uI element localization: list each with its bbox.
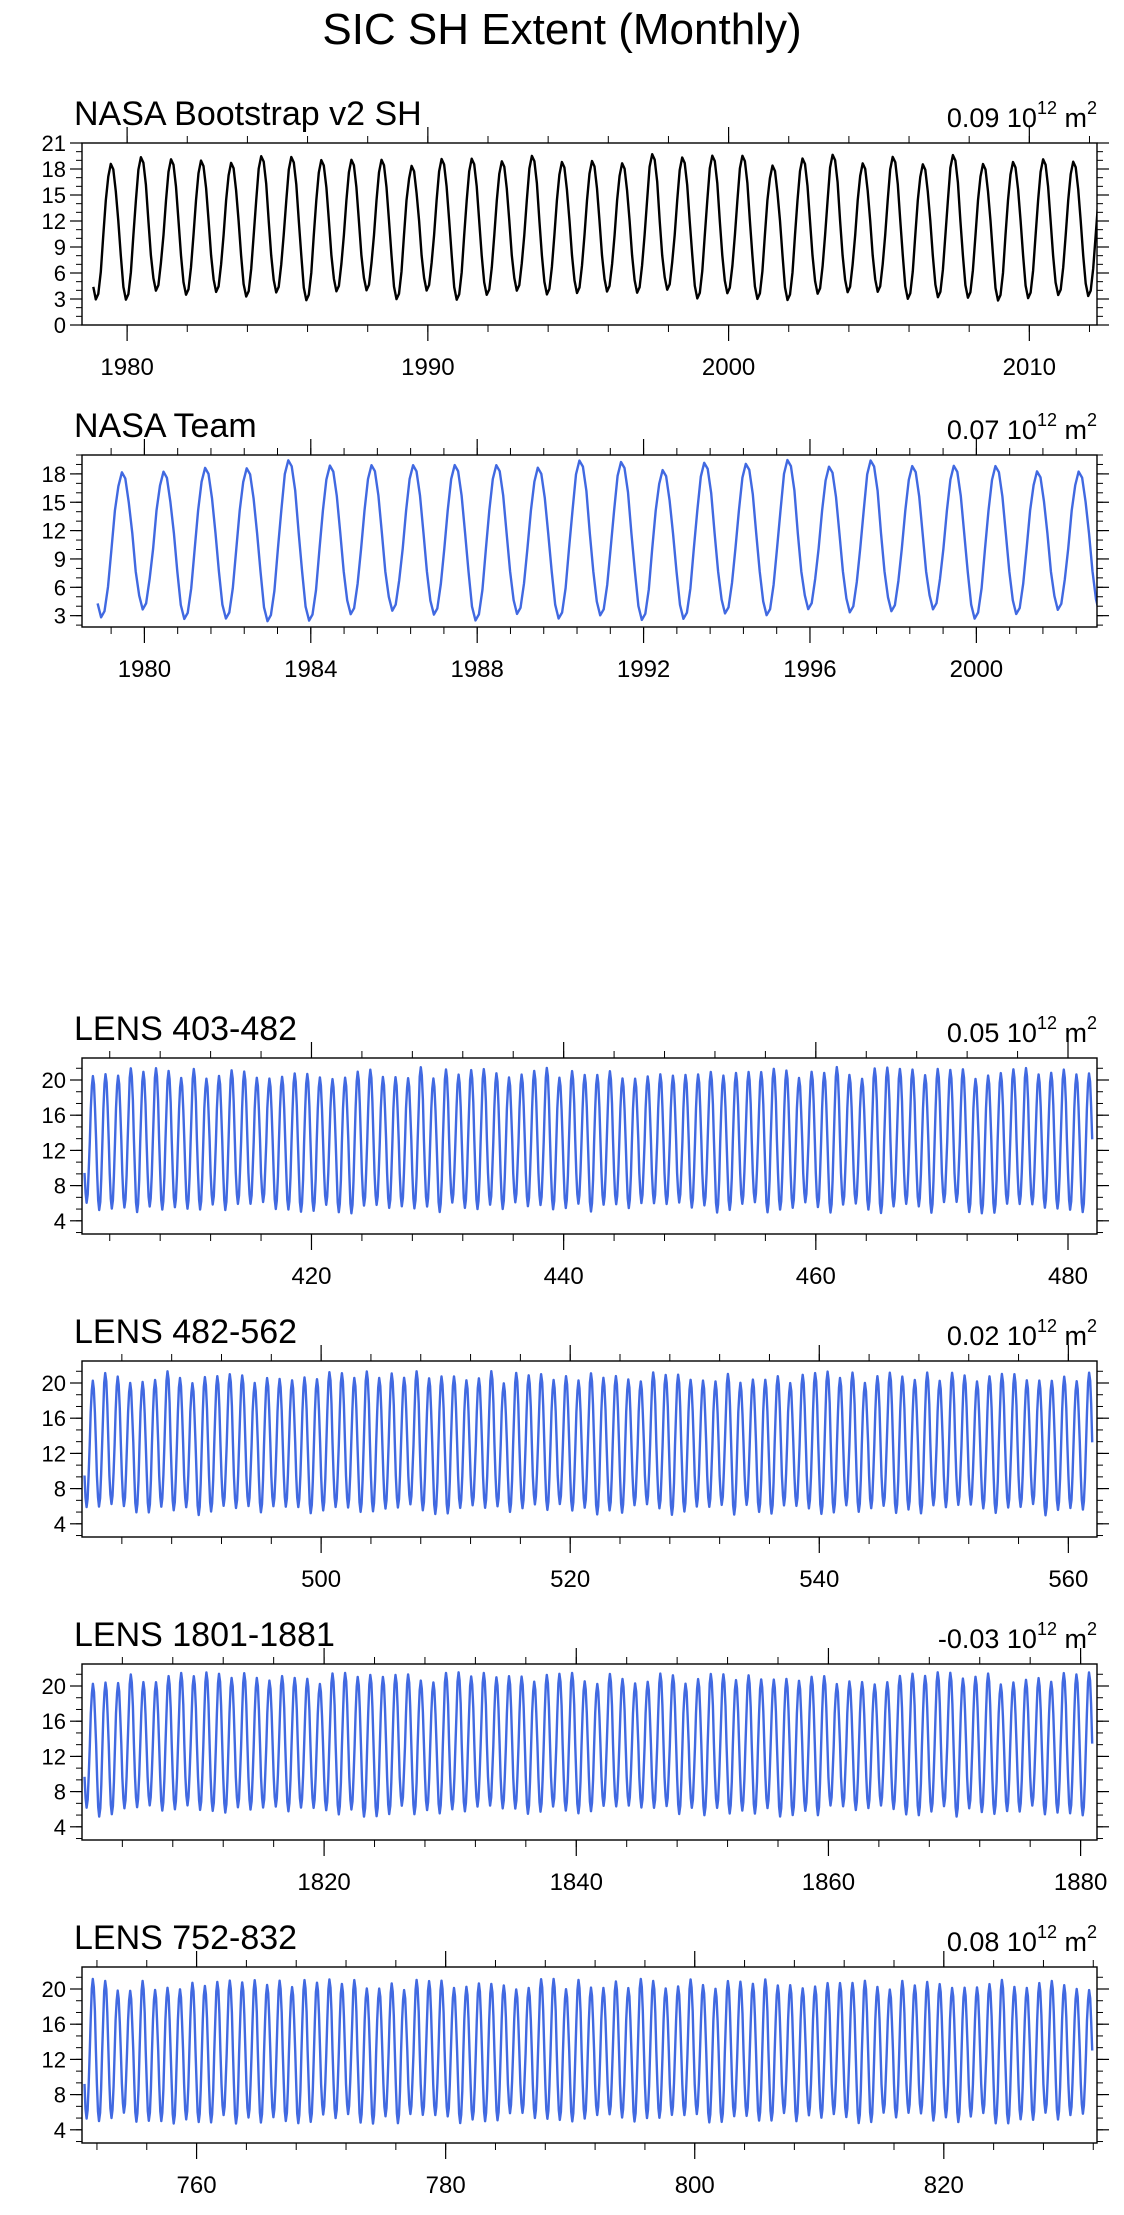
panel-title: NASA Team: [74, 407, 257, 445]
x-tick-label: 540: [799, 1566, 839, 1593]
y-tick-label: 12: [42, 1138, 66, 1163]
y-tick-label: 9: [54, 235, 66, 260]
x-tick-label: 1840: [550, 1869, 603, 1896]
x-tick-label: 760: [177, 2172, 217, 2199]
y-tick-label: 8: [54, 1477, 66, 1502]
x-tick-label: 1980: [100, 354, 153, 381]
panel-title: LENS 403-482: [74, 1010, 297, 1048]
series-line: [83, 1671, 1094, 1818]
y-tick-label: 21: [42, 131, 66, 156]
y-tick-label: 4: [54, 2118, 66, 2143]
y-tick-label: 15: [42, 183, 66, 208]
y-tick-label: 6: [54, 261, 66, 286]
y-tick-label: 20: [42, 1068, 66, 1093]
series-line: [83, 1369, 1094, 1517]
plot-frame: [81, 1663, 1098, 1841]
y-tick-label: 16: [42, 2012, 66, 2037]
y-tick-label: 18: [42, 157, 66, 182]
trend-label: 0.02 1012 m2: [947, 1316, 1097, 1351]
y-tick-label: 12: [42, 2047, 66, 2072]
y-tick-label: 20: [42, 1371, 66, 1396]
plot-frame: [81, 1360, 1098, 1538]
x-tick-label: 2000: [950, 656, 1003, 683]
y-tick-label: 3: [54, 287, 66, 312]
series-line: [83, 1977, 1094, 2125]
plot-frame: [81, 1966, 1098, 2144]
y-tick-label: 3: [54, 604, 66, 629]
chart-panel-4: LENS 482-562 0.02 1012 m2 4 8 12 16 20 500 520 54…: [42, 1313, 1109, 1593]
trend-label: -0.03 1012 m2: [938, 1619, 1097, 1654]
figure-title: SIC SH Extent (Monthly): [322, 5, 801, 54]
x-tick-label: 1988: [450, 656, 503, 683]
series-line: [92, 152, 1097, 302]
y-tick-label: 6: [54, 575, 66, 600]
panel-title: LENS 1801-1881: [74, 1616, 335, 1654]
series-line: [83, 1065, 1094, 1215]
x-tick-label: 800: [675, 2172, 715, 2199]
x-tick-label: 500: [301, 1566, 341, 1593]
trend-label: 0.07 1012 m2: [947, 410, 1097, 445]
x-tick-label: 560: [1048, 1566, 1088, 1593]
x-tick-label: 1820: [297, 1869, 350, 1896]
y-tick-label: 16: [42, 1709, 66, 1734]
trend-label: 0.09 1012 m2: [947, 98, 1097, 133]
panel-title: LENS 482-562: [74, 1313, 297, 1351]
y-tick-label: 0: [54, 313, 66, 338]
x-tick-label: 480: [1048, 1263, 1088, 1290]
y-tick-label: 15: [42, 490, 66, 515]
y-tick-label: 8: [54, 1174, 66, 1199]
x-tick-label: 420: [291, 1263, 331, 1290]
x-tick-label: 2010: [1003, 354, 1056, 381]
x-tick-label: 520: [550, 1566, 590, 1593]
y-tick-label: 9: [54, 547, 66, 572]
trend-label: 0.08 1012 m2: [947, 1922, 1097, 1957]
panel-title: NASA Bootstrap v2 SH: [74, 95, 422, 133]
x-tick-label: 1990: [401, 354, 454, 381]
y-tick-label: 12: [42, 519, 66, 544]
chart-panel-3: LENS 403-482 0.05 1012 m2 4 8 12 16 20 420 440 46…: [42, 1010, 1109, 1290]
chart-panel-6: LENS 752-832 0.08 1012 m2 4 8 12 16 20 760 780 80…: [42, 1919, 1109, 2199]
chart-panels: NASA Bootstrap v2 SH 0.09 1012 m203691215…: [42, 95, 1109, 2199]
chart-panel-2: NASA Team 0.07 1012 m2 3 6 9 12 15 18 1980 1984 19…: [42, 407, 1109, 683]
x-tick-label: 460: [796, 1263, 836, 1290]
chart-panel-5: LENS 1801-1881 -0.03 1012 m2 4 8 12 16 20 1820 1…: [42, 1616, 1109, 1896]
x-tick-label: 1992: [617, 656, 670, 683]
y-tick-label: 4: [54, 1815, 66, 1840]
x-tick-label: 440: [544, 1263, 584, 1290]
y-tick-label: 12: [42, 1744, 66, 1769]
y-tick-label: 8: [54, 2083, 66, 2108]
y-tick-label: 18: [42, 462, 66, 487]
x-tick-label: 1880: [1054, 1869, 1107, 1896]
plot-frame: [81, 454, 1098, 628]
y-tick-label: 20: [42, 1977, 66, 2002]
y-tick-label: 20: [42, 1674, 66, 1699]
x-tick-label: 780: [426, 2172, 466, 2199]
y-tick-label: 4: [54, 1209, 66, 1234]
series-line: [96, 458, 1097, 623]
y-tick-label: 8: [54, 1780, 66, 1805]
x-tick-label: 820: [924, 2172, 964, 2199]
y-tick-label: 12: [42, 1441, 66, 1466]
x-tick-label: 1980: [118, 656, 171, 683]
x-tick-label: 1984: [284, 656, 337, 683]
plot-frame: [81, 142, 1098, 326]
x-tick-label: 1996: [783, 656, 836, 683]
trend-label: 0.05 1012 m2: [947, 1013, 1097, 1048]
y-tick-label: 12: [42, 209, 66, 234]
x-tick-label: 2000: [702, 354, 755, 381]
x-tick-label: 1860: [802, 1869, 855, 1896]
chart-panel-1: NASA Bootstrap v2 SH 0.09 1012 m2 03691215…: [42, 95, 1109, 381]
y-tick-label: 16: [42, 1103, 66, 1128]
y-tick-label: 4: [54, 1512, 66, 1537]
y-tick-label: 16: [42, 1406, 66, 1431]
panel-title: LENS 752-832: [74, 1919, 297, 1957]
plot-frame: [81, 1057, 1098, 1235]
